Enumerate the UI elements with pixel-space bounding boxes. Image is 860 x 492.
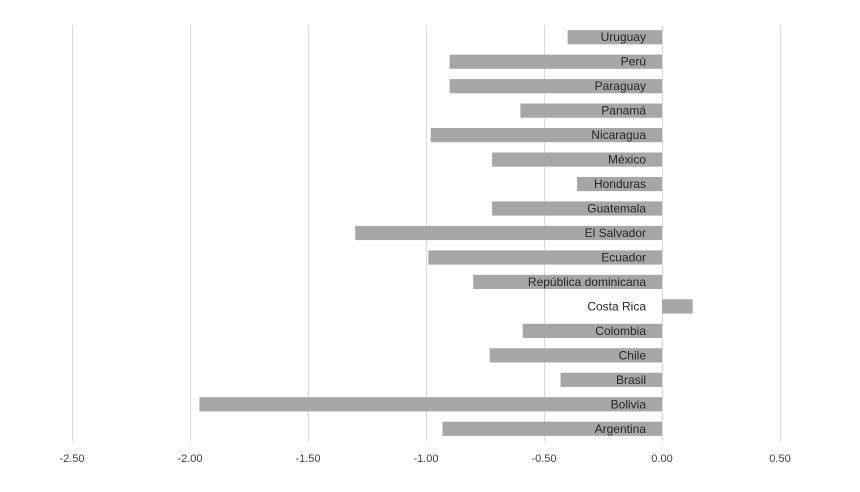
bar: [522, 323, 662, 338]
category-label: Panamá: [601, 104, 646, 118]
category-label: Argentina: [595, 422, 647, 436]
bar: [492, 201, 662, 216]
category-label: Costa Rica: [587, 299, 646, 313]
x-tick-label: -2.50: [59, 453, 84, 465]
category-label: Colombia: [595, 324, 646, 338]
bar: [428, 250, 662, 265]
category-label: Uruguay: [601, 30, 646, 44]
category-label: Perú: [621, 55, 646, 69]
category-label: Ecuador: [601, 250, 646, 264]
category-label: Brasil: [616, 373, 646, 387]
category-label: República dominicana: [528, 275, 646, 289]
x-tick-label: -1.50: [295, 453, 320, 465]
category-label: Nicaragua: [591, 128, 646, 142]
bar: [567, 30, 662, 45]
category-label: Honduras: [594, 177, 646, 191]
category-labels: Uruguay Perú Paraguay Panamá Nicaragua México…: [528, 30, 646, 436]
bar: [662, 299, 693, 314]
bar: [199, 397, 662, 412]
category-label: Paraguay: [595, 79, 646, 93]
category-label: El Salvador: [585, 226, 646, 240]
bar: [442, 421, 662, 436]
bar: [560, 372, 662, 387]
x-axis-tick-labels: -2.50 -2.00 -1.50 -1.00 -0.50 0.00 0.50: [59, 453, 790, 465]
bar: [520, 103, 662, 118]
bar: [430, 128, 662, 143]
category-label: Bolivia: [611, 397, 647, 411]
bar: [449, 54, 662, 69]
bar: [449, 79, 662, 94]
bar: [355, 225, 662, 241]
x-tick-label: -0.50: [531, 453, 556, 465]
bar: [492, 152, 662, 167]
x-tick-label: 0.00: [651, 453, 672, 465]
bar: [473, 274, 662, 290]
category-label: Guatemala: [587, 202, 646, 216]
bar: [489, 348, 662, 363]
bars: [199, 30, 693, 436]
x-tick-label: -1.00: [413, 453, 438, 465]
category-label: México: [608, 153, 646, 167]
bar: [577, 176, 662, 192]
category-label: Chile: [619, 348, 647, 362]
x-tick-label: 0.50: [769, 453, 790, 465]
x-tick-label: -2.00: [177, 453, 202, 465]
